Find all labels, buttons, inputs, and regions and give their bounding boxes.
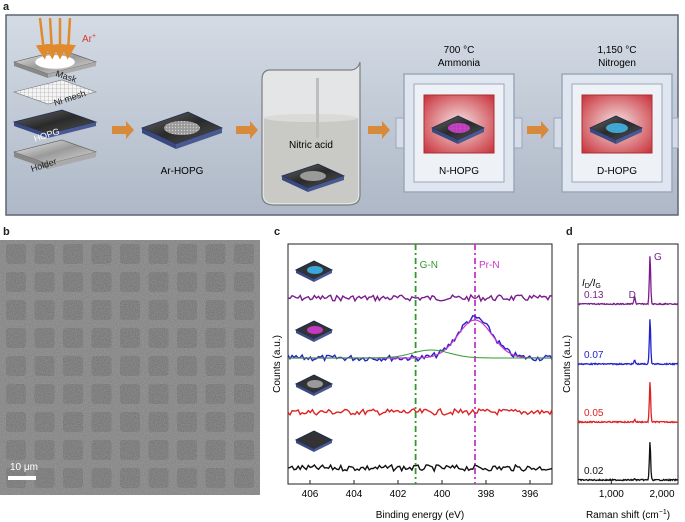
nitric-acid-beaker — [261, 61, 361, 206]
xps-fit-g-n — [288, 349, 552, 359]
ar-ion-label: Ar+ — [82, 33, 96, 45]
intensity-ratio-label: ID/IG — [582, 278, 601, 290]
n-hopg-label: N-HOPG — [439, 166, 479, 177]
raman-xlabel: Raman shift (cm−1) — [586, 509, 670, 521]
raman-tick-label: 2,000 — [649, 489, 674, 500]
xps-tick-label: 402 — [390, 489, 407, 500]
xps-chart: 406 404 402 400 398 396 G-N Pr-N Binding ener… — [272, 243, 553, 521]
peak-label-g: G — [654, 252, 662, 263]
raman-chart: 1,000 2,000 0.13 0.07 0.05 0.02 ID/IG D G Ra… — [562, 243, 679, 521]
furnace-ammonia — [395, 73, 523, 193]
panel-label-a: a — [3, 1, 10, 13]
furnace2-gas: Nitrogen — [598, 58, 636, 69]
vline-label-g-n: G-N — [420, 260, 438, 271]
xps-tick-label: 404 — [346, 489, 363, 500]
raman-series-2 — [577, 382, 679, 424]
process-arrow-4 — [527, 121, 549, 139]
xps-series-hopg — [287, 463, 553, 473]
xps-plot-frame — [287, 243, 553, 485]
raman-series-3 — [577, 442, 679, 482]
xps-xlabel: Binding energy (eV) — [376, 510, 464, 521]
furnace2-temp: 1,150 °C — [597, 45, 636, 56]
xps-tick-label: 396 — [522, 489, 539, 500]
xps-series-d-hopg — [287, 293, 553, 303]
xps-tick-label: 400 — [434, 489, 451, 500]
xps-sample-icon — [294, 374, 334, 396]
ratio-value: 0.02 — [584, 466, 604, 477]
ratio-value: 0.07 — [584, 350, 604, 361]
furnace1-temp: 700 °C — [444, 45, 475, 56]
xps-tick-label: 398 — [478, 489, 495, 500]
fabrication-schematic: Mask Ni mesh HOPG Holder Ar+ Ar-HOPG — [5, 14, 679, 216]
sem-image: 10 μm — [0, 240, 260, 495]
peak-label-d: D — [629, 290, 636, 301]
xps-series-n-hopg — [287, 315, 553, 363]
ratio-value: 0.05 — [584, 408, 604, 419]
process-arrow-3 — [368, 121, 390, 139]
xps-sample-icon — [294, 320, 334, 342]
raman-ylabel: Counts (a.u.) — [562, 335, 573, 393]
scale-bar — [8, 476, 36, 480]
panel-label-b: b — [3, 226, 10, 238]
furnace-nitrogen — [553, 73, 679, 193]
ar-hopg-label: Ar-HOPG — [161, 166, 204, 177]
xps-sample-icon — [294, 260, 334, 282]
scale-bar-label: 10 μm — [10, 462, 38, 473]
xps-sample-icon — [294, 430, 334, 452]
process-arrow-2 — [236, 121, 258, 139]
nitric-acid-label: Nitric acid — [289, 140, 333, 151]
ratio-value: 0.13 — [584, 290, 604, 301]
raman-series-0 — [577, 256, 679, 306]
ar-hopg-sample — [140, 111, 224, 149]
furnace1-gas: Ammonia — [438, 58, 481, 69]
panel-label-d: d — [566, 226, 573, 238]
raman-series-1 — [577, 319, 679, 366]
panel-label-c: c — [274, 226, 281, 238]
ar-ion-arrows — [35, 17, 76, 60]
xps-tick-label: 406 — [302, 489, 319, 500]
d-hopg-label: D-HOPG — [597, 166, 637, 177]
process-arrow-1 — [112, 121, 134, 139]
vline-label-pr-n: Pr-N — [479, 260, 500, 271]
xps-series-ar-hopg — [287, 407, 553, 417]
xps-ylabel: Counts (a.u.) — [272, 335, 283, 393]
raman-tick-label: 1,000 — [599, 489, 624, 500]
